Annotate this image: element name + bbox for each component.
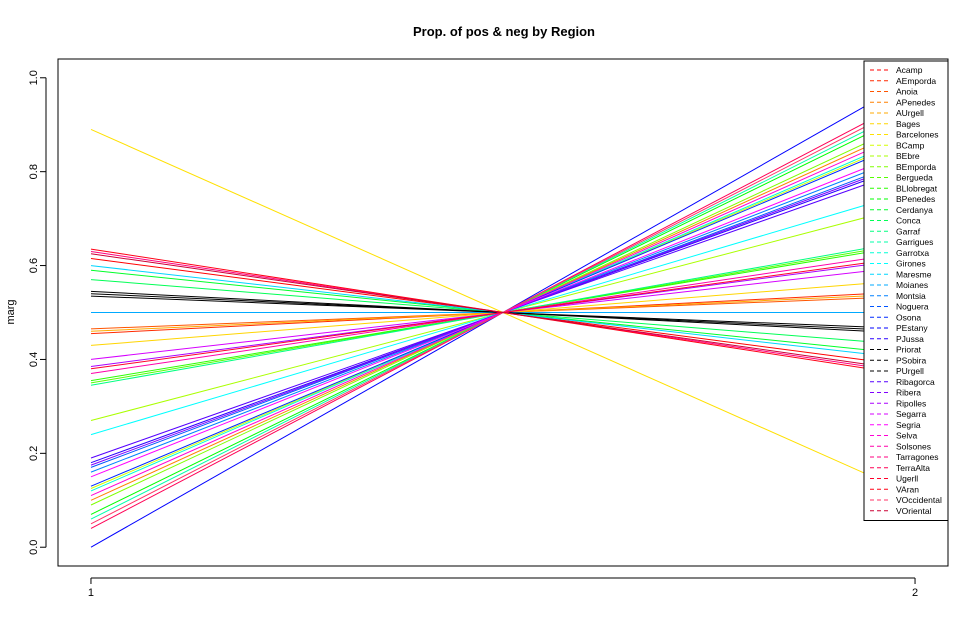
x-tick-label: 1 <box>88 587 94 599</box>
legend-label-tarragones: Tarragones <box>896 452 939 462</box>
legend-label-garrigues: Garrigues <box>896 237 933 247</box>
legend-label-apenedes: APenedes <box>896 97 935 107</box>
legend-label-aemporda: AEmporda <box>896 76 936 86</box>
legend-label-bcamp: BCamp <box>896 140 925 150</box>
legend-label-acamp: Acamp <box>896 65 923 75</box>
legend-label-anoia: Anoia <box>896 87 918 97</box>
legend-label-ribagorca: Ribagorca <box>896 377 935 387</box>
legend-label-voccidental: VOccidental <box>896 495 942 505</box>
legend-label-barcelones: Barcelones <box>896 130 939 140</box>
legend-box <box>863 60 949 521</box>
series-line-voriental <box>90 253 916 372</box>
y-tick-label: 0.8 <box>28 164 40 179</box>
legend-label-osona: Osona <box>896 312 921 322</box>
x-tick-label: 2 <box>912 587 918 599</box>
legend-label-pestany: PEstany <box>896 323 928 333</box>
legend-label-garrotxa: Garrotxa <box>896 248 929 258</box>
y-tick-label: 0.4 <box>28 352 40 367</box>
legend-label-noguera: Noguera <box>896 302 929 312</box>
legend-label-bpenedes: BPenedes <box>896 194 935 204</box>
legend-label-psobira: PSobira <box>896 355 927 365</box>
legend-label-ugerll: Ugerll <box>896 474 918 484</box>
legend-label-maresme: Maresme <box>896 269 932 279</box>
legend-label-segarra: Segarra <box>896 409 927 419</box>
y-tick-label: 1.0 <box>28 70 40 85</box>
legend-label-bebre: BEbre <box>896 151 920 161</box>
legend-label-selva: Selva <box>896 431 918 441</box>
legend-label-cerdanya: Cerdanya <box>896 205 933 215</box>
legend-label-bergueda: Bergueda <box>896 173 933 183</box>
legend-label-montsia: Montsia <box>896 291 926 301</box>
legend-label-bemporda: BEmporda <box>896 162 936 172</box>
y-tick-label: 0.0 <box>28 540 40 555</box>
y-tick-label: 0.6 <box>28 258 40 273</box>
series-layer <box>90 77 916 548</box>
legend-label-segria: Segria <box>896 420 921 430</box>
legend-label-voriental: VOriental <box>896 506 932 516</box>
legend-label-solsones: Solsones <box>896 441 931 451</box>
legend-label-purgell: PUrgell <box>896 366 924 376</box>
legend-label-ripolles: Ripolles <box>896 398 926 408</box>
legend-label-varan: VAran <box>896 484 919 494</box>
legend-label-terraalta: TerraAlta <box>896 463 930 473</box>
legend-label-ribera: Ribera <box>896 388 921 398</box>
axes-layer: 0.0 0.2 0.4 0.6 0.8 1.0 1 2 <box>28 70 918 599</box>
y-axis-label: marg <box>5 299 17 324</box>
chart-title: Prop. of pos & neg by Region <box>413 24 595 39</box>
legend-label-garraf: Garraf <box>896 226 921 236</box>
legend-label-bages: Bages <box>896 119 920 129</box>
legend: AcampAEmpordaAnoiaAPenedesAUrgellBagesBa… <box>863 60 949 521</box>
legend-label-girones: Girones <box>896 259 926 269</box>
legend-label-pjussa: PJussa <box>896 334 924 344</box>
legend-label-aurgell: AUrgell <box>896 108 924 118</box>
y-tick-label: 0.2 <box>28 446 40 461</box>
legend-label-conca: Conca <box>896 216 921 226</box>
legend-label-bllobregat: BLlobregat <box>896 183 938 193</box>
legend-label-moianes: Moianes <box>896 280 928 290</box>
legend-label-priorat: Priorat <box>896 345 922 355</box>
